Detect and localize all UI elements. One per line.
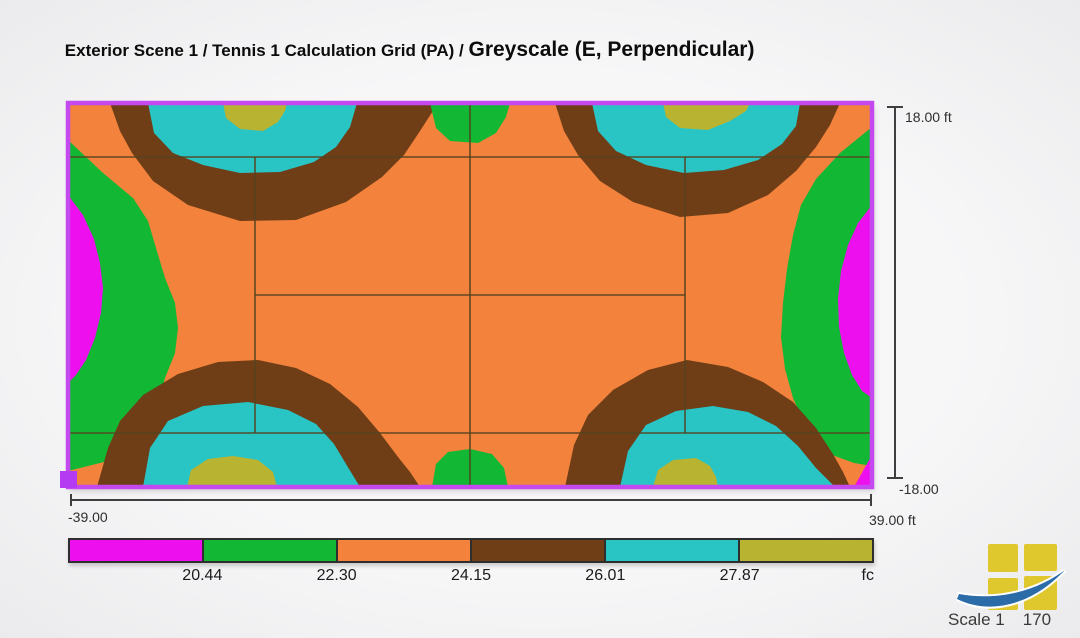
legend-threshold: 27.87 — [719, 567, 760, 584]
dim-label-bottom: -18.00 — [899, 481, 939, 497]
region-olive-top-right — [663, 103, 750, 130]
legend-threshold: 20.44 — [182, 567, 223, 584]
legend-threshold: 22.30 — [316, 567, 357, 584]
title-display-mode: Greyscale (E, Perpendicular) — [468, 38, 755, 61]
h-dimension-tick-left — [70, 494, 72, 506]
region-olive-top-left — [223, 103, 287, 131]
region-green-left-band — [68, 140, 178, 471]
page-title: Exterior Scene 1 / Tennis 1 Calculation … — [47, 20, 755, 80]
legend-swatch — [70, 540, 202, 561]
logo-swoosh-icon — [957, 570, 1065, 607]
legend-swatch — [604, 540, 738, 561]
v-dimension-line — [894, 107, 896, 479]
dim-label-right: 39.00 ft — [869, 512, 916, 528]
legend-threshold: 24.15 — [450, 567, 492, 584]
grid-origin-marker — [60, 471, 77, 488]
legend-swatch — [202, 540, 336, 561]
logo-pane — [1024, 544, 1057, 571]
company-logo — [957, 544, 1067, 610]
region-magenta-left — [68, 195, 103, 383]
region-olive-bottom-right — [653, 458, 718, 487]
legend-swatch — [336, 540, 470, 561]
dim-label-top: 18.00 ft — [905, 109, 952, 125]
h-dimension-line — [70, 499, 872, 501]
v-dimension-tick-bottom — [887, 477, 903, 479]
legend-swatch — [738, 540, 872, 561]
logo-pane — [988, 544, 1018, 572]
region-cyan-bottom-left — [143, 402, 360, 487]
title-path: Exterior Scene 1 / Tennis 1 Calculation … — [64, 41, 469, 60]
dim-label-left: -39.00 — [68, 509, 108, 525]
region-green-right-band — [781, 127, 872, 466]
legend-unit: fc — [861, 567, 874, 584]
falsecolor-plot — [60, 100, 875, 490]
scale-value: 170 — [1022, 610, 1052, 629]
region-cyan-top-left — [148, 103, 357, 173]
legend-threshold: 26.01 — [585, 567, 626, 584]
region-magenta-right — [838, 205, 872, 398]
region-olive-bottom-left — [187, 456, 277, 487]
legend-labels: fc 20.44 22.30 24.15 26.01 27.87 — [68, 567, 874, 587]
h-dimension-tick-right — [870, 494, 872, 506]
legend-swatch — [470, 540, 604, 561]
v-dimension-tick-top — [887, 106, 903, 108]
region-cyan-top-right — [592, 103, 800, 173]
region-magenta-corner-br — [854, 455, 872, 487]
scale-label: Scale 1 — [948, 610, 1005, 629]
grid-border — [65, 100, 875, 490]
legend-bar — [68, 538, 874, 563]
scale-indicator: Scale 1 170 — [948, 610, 1051, 630]
